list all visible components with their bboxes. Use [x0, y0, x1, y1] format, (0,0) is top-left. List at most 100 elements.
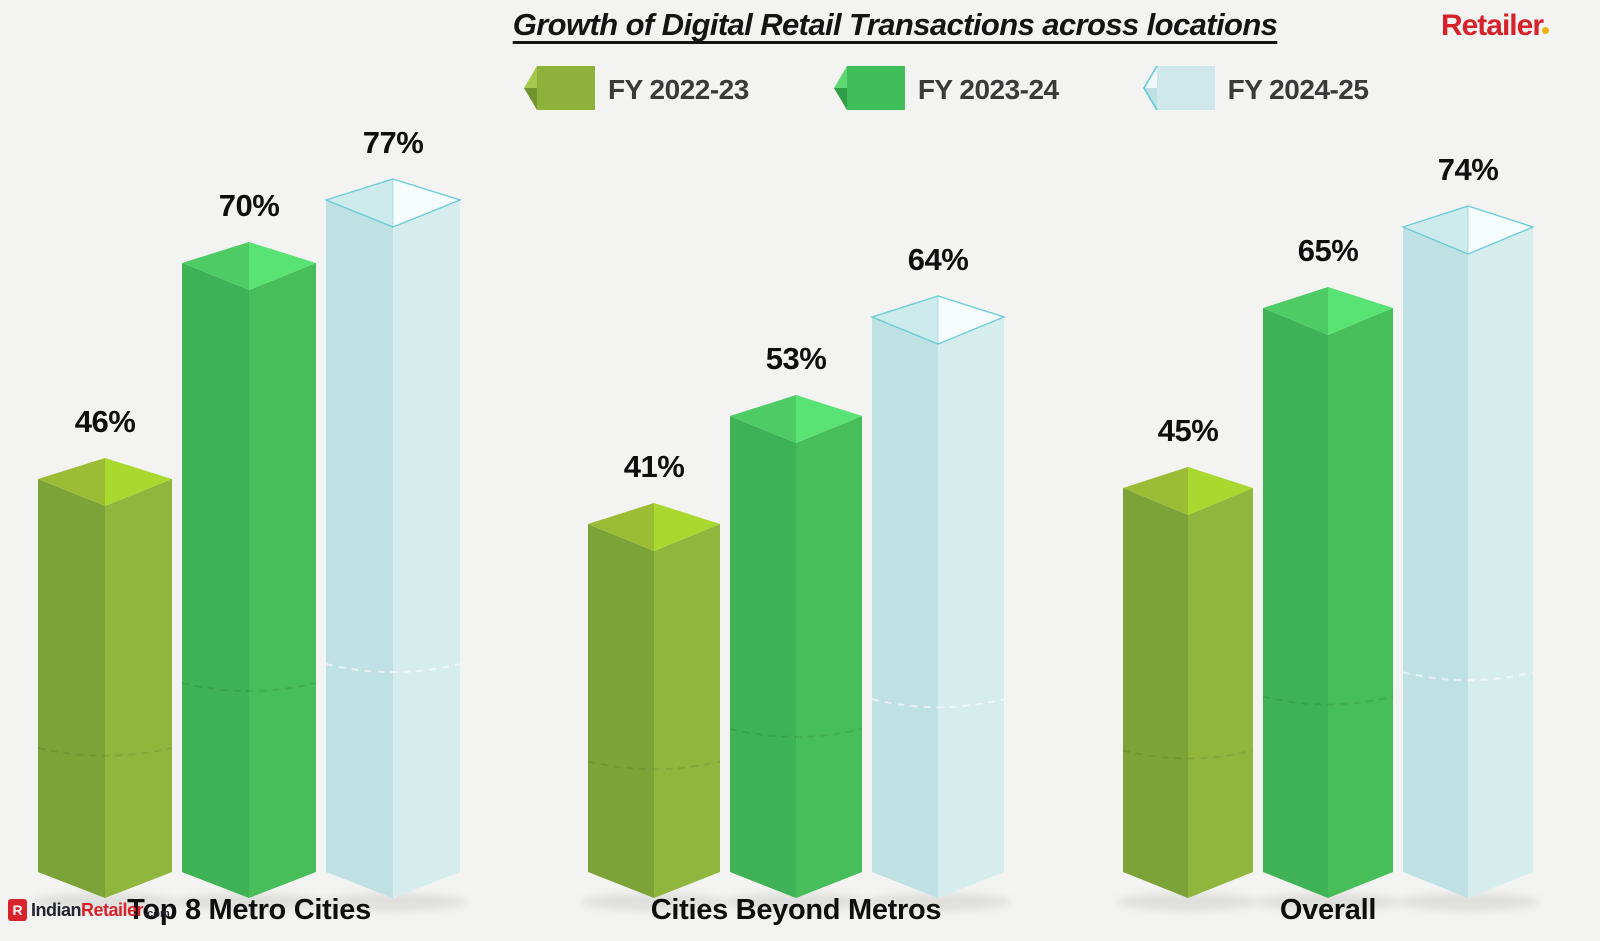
bar-group-overall: 45% 65% 74% Overall: [1116, 152, 1540, 926]
bar-sheen-artifact: [181, 682, 317, 692]
bar-fy-2023-24: 53%: [723, 341, 869, 911]
bar-top-right-facet: [1328, 287, 1393, 335]
bar-open-top-rim: [1400, 205, 1536, 255]
bar-left-face: [326, 200, 393, 898]
swatch-body: [537, 66, 595, 110]
bar-left-face: [872, 317, 938, 898]
bar-left-face: [182, 263, 249, 898]
bar-shadow: [31, 893, 179, 911]
bar-top-left-facet: [872, 296, 938, 344]
bar-left-face: [1123, 488, 1188, 898]
legend-swatch-fy-2022-23-icon: [523, 64, 595, 115]
legend-swatch-fy-2024-25-icon: [1142, 64, 1215, 115]
legend: FY 2022-23 FY 2023-24 FY 2024-25: [523, 64, 1369, 115]
legend-item-fy-2023-24: FY 2023-24: [833, 64, 1059, 115]
bar-fy-2023-24: 65%: [1256, 233, 1400, 911]
bar-top-left-facet: [38, 458, 105, 506]
category-label: Overall: [1280, 894, 1376, 926]
bar-top-right-facet: [249, 242, 316, 290]
category-label: Top 8 Metro Cities: [127, 894, 371, 926]
bar-right-face: [1188, 488, 1253, 898]
bar-right-face: [654, 524, 720, 898]
bar-top-right-facet: [938, 296, 1004, 344]
bar-fy-2022-23: 46%: [31, 404, 179, 911]
legend-item-fy-2024-25: FY 2024-25: [1142, 64, 1369, 115]
indianretailer-logo-suffix: .com: [144, 908, 170, 920]
bar-top-left-facet: [1123, 467, 1188, 515]
bar-shadow: [1396, 893, 1540, 911]
retailer-logo-dot-icon: [1542, 27, 1549, 34]
swatch-point-bottom: [524, 88, 537, 110]
bar-right-face: [105, 479, 172, 898]
bar-right-face: [1328, 308, 1393, 898]
bar-top-right-facet: [796, 395, 862, 443]
bar-right-face: [938, 317, 1004, 898]
legend-swatch-shape: [524, 66, 595, 110]
legend-swatch-shape: [1142, 65, 1215, 111]
bar-shadow: [581, 893, 727, 911]
bar-value-label: 45%: [1158, 413, 1219, 448]
bar-top-left-facet: [730, 395, 796, 443]
bar-left-face: [1403, 227, 1468, 898]
category-label: Cities Beyond Metros: [651, 894, 942, 926]
bar-sheen-artifact: [1402, 671, 1534, 682]
legend-swatch-fy-2023-24-icon: [833, 64, 905, 115]
bar-fy-2024-25: 74%: [1396, 152, 1540, 911]
swatch-body: [846, 66, 905, 110]
bar-left-face: [730, 416, 796, 898]
bar-right-face: [249, 263, 316, 898]
bar-group-top-8-metro-cities: 46% 70% 77% Top 8 Metro Cities: [31, 125, 467, 926]
bar-shadow: [723, 893, 869, 911]
bar-top-left-facet: [182, 242, 249, 290]
bar-shadow: [1256, 893, 1400, 911]
legend-label: FY 2022-23: [608, 73, 749, 105]
bar-shadow: [865, 893, 1011, 911]
legend-swatch-shape: [833, 66, 905, 110]
swatch-point-top: [524, 66, 537, 88]
retailer-logo-text: Retailer: [1440, 9, 1544, 42]
bar-value-label: 64%: [908, 242, 969, 277]
bar-shadow: [319, 893, 467, 911]
legend-label: FY 2023-24: [917, 73, 1059, 105]
bar-left-face: [588, 524, 654, 898]
swatch-point-top: [833, 66, 847, 88]
indianretailer-logo: R Indian Retailer .com: [8, 899, 170, 921]
indianretailer-logo-part1: Indian: [31, 900, 82, 920]
bar-sheen-artifact: [37, 746, 173, 757]
bar-right-face: [796, 416, 862, 898]
indianretailer-bag-icon: R: [8, 899, 27, 921]
swatch-edge: [1142, 65, 1158, 111]
bar-value-label: 53%: [766, 341, 827, 376]
bar-top-right-facet: [105, 458, 172, 506]
bar-fy-2024-25: 64%: [865, 242, 1011, 911]
bar-left-face: [38, 479, 105, 898]
bar-top-right-facet: [1468, 206, 1533, 254]
bar-top-right-facet: [654, 503, 720, 551]
bar-group-cities-beyond-metros: 41% 53% 64% Cities Beyond Metros: [581, 242, 1011, 926]
bar-shadow: [175, 893, 323, 911]
bar-value-label: 70%: [219, 188, 280, 223]
legend-item-fy-2022-23: FY 2022-23: [523, 64, 749, 115]
bar-value-label: 46%: [75, 404, 136, 439]
bar-sheen-artifact: [871, 698, 1005, 709]
bar-top-left-facet: [588, 503, 654, 551]
bar-top-left-facet: [1263, 287, 1328, 335]
bar-sheen-artifact: [587, 760, 721, 771]
bar-open-top-rim: [869, 295, 1007, 345]
bar-top-left-facet: [326, 179, 393, 227]
bar-fy-2024-25: 77%: [319, 125, 467, 911]
indianretailer-logo-part2: Retailer: [81, 900, 144, 920]
retailer-logo: Retailer: [1441, 9, 1550, 43]
bar-shadow: [1116, 893, 1260, 911]
bar-top-right-facet: [1188, 467, 1253, 515]
swatch-body: [1156, 66, 1215, 110]
bar-sheen-artifact: [1122, 749, 1254, 760]
bar-left-face: [1263, 308, 1328, 898]
bar-value-label: 65%: [1298, 233, 1359, 268]
bar-fy-2023-24: 70%: [175, 188, 323, 911]
swatch-point-bottom: [833, 88, 847, 110]
bar-right-face: [393, 200, 460, 898]
bar-sheen-artifact: [325, 663, 461, 674]
